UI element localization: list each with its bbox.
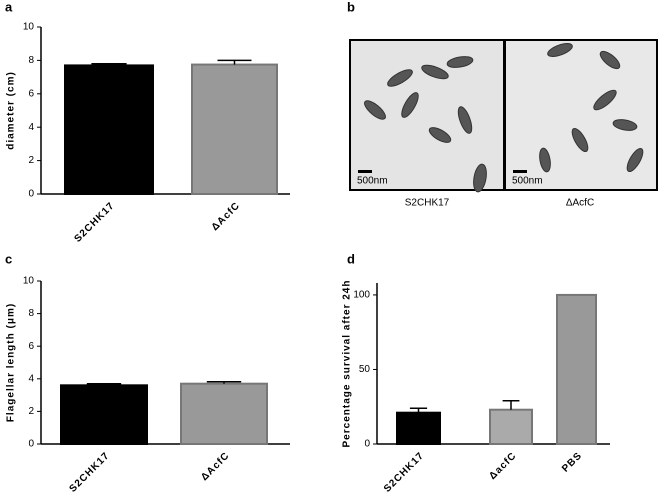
image-caption: ΔAcfC [566,198,594,209]
x-tick-label: S2CHK17 [382,450,427,495]
error-bar [502,400,520,410]
error-bar [409,407,428,413]
x-tick-label: S2CHK17 [72,200,117,245]
bar [556,293,597,446]
bar [489,408,533,445]
error-bar [217,59,252,65]
image-caption: S2CHK17 [405,198,450,209]
y-axis-label: diameter (cm) [6,71,17,150]
micrograph: 500nm [349,39,505,193]
micrograph: 500nm [504,39,658,191]
y-axis-label: Flagellar length (μm) [6,303,17,422]
scale-bar-label: 500nm [357,176,388,187]
y-tick-label: 6 [28,88,34,99]
error-bar [86,382,122,386]
bar [60,384,148,446]
panel-label: c [5,251,12,266]
bar [191,63,278,195]
scale-bar-label: 500nm [512,176,543,187]
y-tick-label: 4 [28,373,34,384]
y-tick-label: 2 [28,155,34,166]
x-tick-label: PBS [560,450,584,474]
x-tick-label: S2CHK17 [67,450,112,495]
x-tick-label: ΔacfC [487,450,519,482]
y-axis-label: Percentage survival after 24h [342,280,353,448]
y-tick-label: 0 [364,439,370,450]
y-tick-label: 10 [23,276,35,287]
bar [64,64,154,195]
panel-label: d [347,251,355,266]
y-tick-label: 8 [28,55,34,66]
bar [396,411,441,446]
y-tick-label: 100 [353,290,370,301]
y-tick-label: 4 [28,122,34,133]
panel-label: b [347,0,355,14]
y-tick-label: 2 [28,406,34,417]
y-tick-label: 0 [28,439,34,450]
y-tick-label: 0 [28,189,34,200]
panel-label: a [5,0,13,14]
y-tick-label: 10 [23,22,35,33]
y-tick-label: 50 [359,364,371,375]
error-bar [91,62,127,66]
y-tick-label: 6 [28,341,34,352]
error-bar [206,380,242,384]
x-tick-label: ΔAcfC [210,200,243,233]
y-tick-label: 8 [28,308,34,319]
x-tick-label: ΔAcfC [199,450,232,483]
bar [180,382,268,446]
